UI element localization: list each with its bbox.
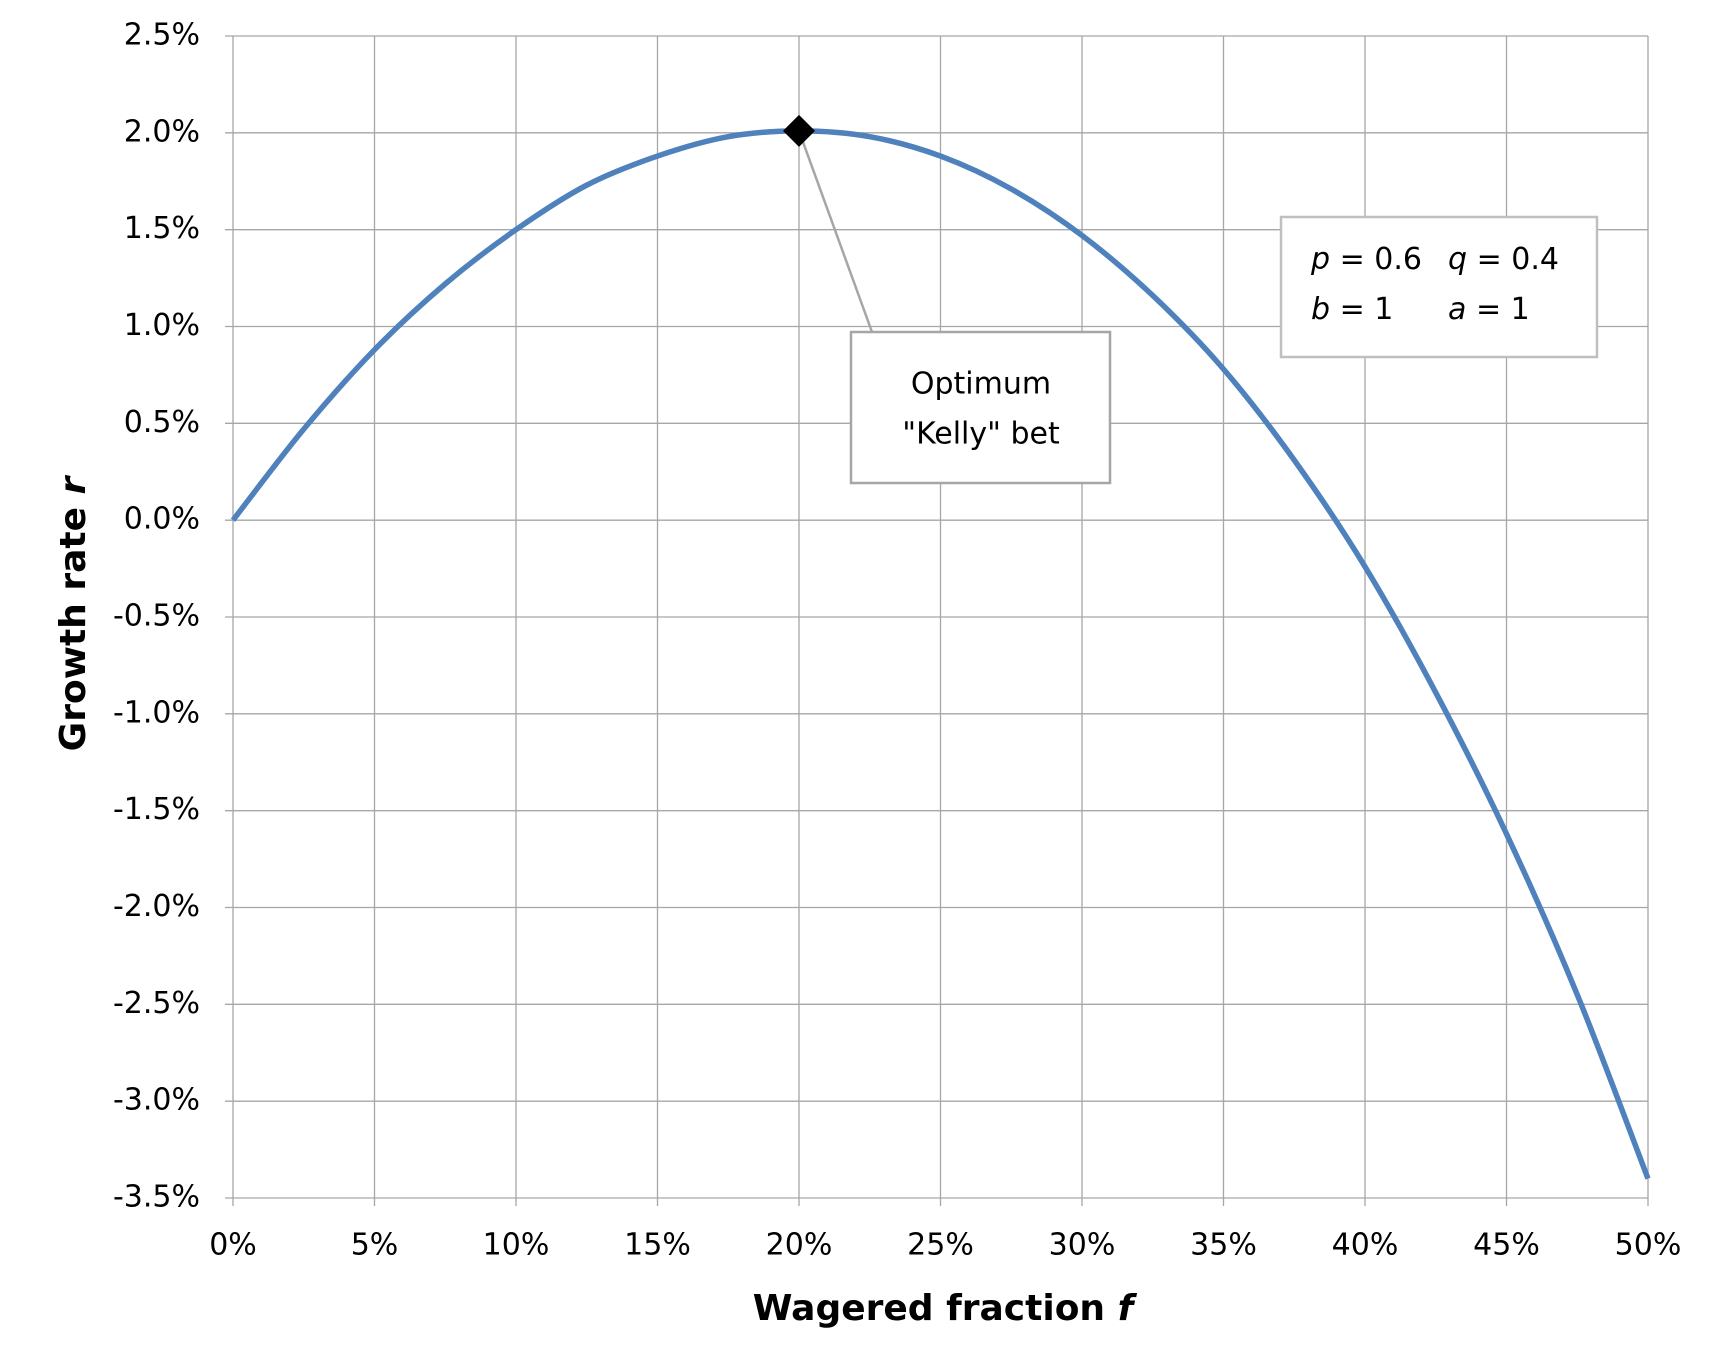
x-tick-label: 35% xyxy=(1190,1228,1257,1263)
leader-line xyxy=(797,130,874,333)
x-axis-title: Wagered fraction f xyxy=(753,1288,1138,1329)
annotation-text: Optimum xyxy=(911,367,1051,402)
x-tick-label: 45% xyxy=(1473,1228,1540,1263)
line-series xyxy=(230,128,1651,1180)
param-symbol: q xyxy=(1448,242,1467,277)
param-value: = 1 xyxy=(1476,292,1530,327)
x-tick-label: 50% xyxy=(1615,1228,1682,1263)
y-tick-label: 2.5% xyxy=(124,18,200,53)
y-tick-label: 0.0% xyxy=(124,502,200,537)
y-tick-label: -2.0% xyxy=(113,889,200,924)
y-tick-label: -2.5% xyxy=(113,986,200,1021)
optimum-marker xyxy=(783,114,815,147)
y-tick-label: 1.0% xyxy=(124,308,200,343)
x-tick-label: 25% xyxy=(907,1228,974,1263)
annotation-text: "Kelly" bet xyxy=(902,417,1060,452)
x-tick-label: 15% xyxy=(624,1228,691,1263)
y-axis-title-text: Growth rate xyxy=(53,507,94,751)
param: p = 0.6 xyxy=(1310,242,1422,277)
param: b = 1 xyxy=(1311,292,1393,327)
param: q = 0.4 xyxy=(1448,242,1559,277)
y-tick-label: -3.0% xyxy=(113,1083,200,1118)
y-tick-label: -3.5% xyxy=(113,1180,200,1215)
params-box xyxy=(1279,215,1599,359)
x-tick-label: 10% xyxy=(483,1228,550,1263)
param-symbol: b xyxy=(1311,292,1330,327)
x-axis-title-text: Wagered fraction xyxy=(753,1288,1105,1329)
y-tick-label: -1.5% xyxy=(113,792,200,827)
param-value: = 0.4 xyxy=(1477,242,1559,277)
x-tick-label: 20% xyxy=(766,1228,833,1263)
y-axis-title-symbol: r xyxy=(53,474,94,494)
x-tick-label: 40% xyxy=(1332,1228,1399,1263)
y-tick-label: 0.5% xyxy=(124,405,200,440)
y-tick-label: -0.5% xyxy=(113,599,200,634)
y-axis-title: Growth rate r xyxy=(53,474,94,751)
y-tick-label: 2.0% xyxy=(124,114,200,149)
y-tick-label: -1.0% xyxy=(113,695,200,730)
annotation-box xyxy=(849,330,1112,485)
x-axis-title-symbol: f xyxy=(1118,1288,1138,1329)
x-tick-label: 30% xyxy=(1049,1228,1116,1263)
param: a = 1 xyxy=(1448,292,1530,327)
param-value: = 0.6 xyxy=(1340,242,1422,277)
y-tick-label: 1.5% xyxy=(124,211,200,246)
param-symbol: p xyxy=(1310,242,1330,277)
x-tick-label: 0% xyxy=(209,1228,257,1263)
x-tick-label: 5% xyxy=(351,1228,399,1263)
param-value: = 1 xyxy=(1340,292,1394,327)
param-symbol: a xyxy=(1448,292,1466,327)
